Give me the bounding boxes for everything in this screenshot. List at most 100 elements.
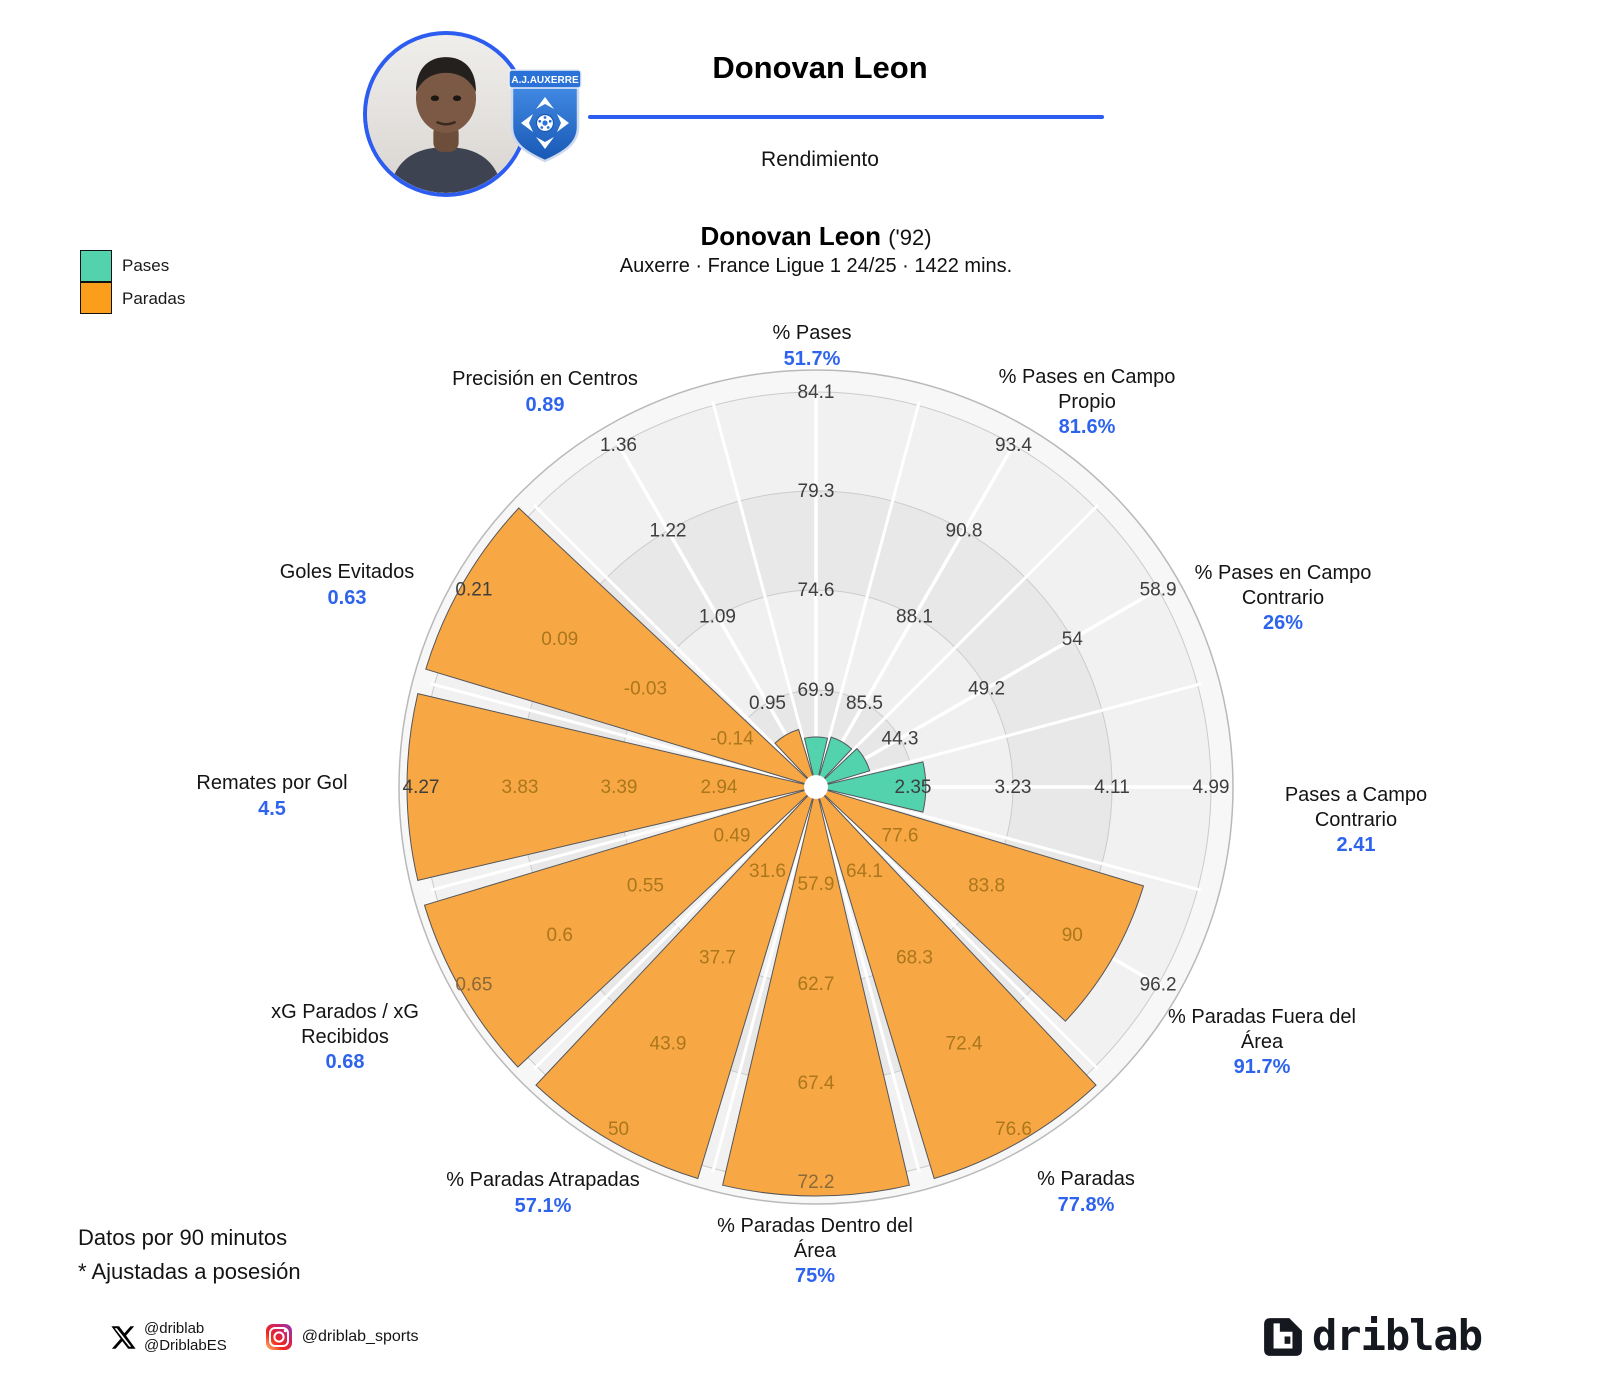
stat-value-1: 81.6% [1058, 415, 1116, 438]
tick-7-2: 43.9 [650, 1033, 687, 1054]
legend-item-0: Pases [80, 249, 185, 282]
stat-name-0: % Pases [772, 322, 852, 344]
wedge-8 [423, 786, 817, 1068]
sector-divider [814, 401, 921, 788]
chart-title: Donovan Leon ('92) [400, 221, 1232, 252]
section-label: Rendimiento [761, 148, 879, 171]
stat-label-11: Precisión en Centros 0.89 [420, 367, 670, 417]
driblab-logo-text: driblab [1312, 1311, 1483, 1360]
stat-label-4: % Paradas Fuera del Área 91.7% [1155, 1005, 1370, 1080]
tick-0-2: 79.3 [798, 481, 835, 502]
legend-label-0: Pases [122, 255, 170, 275]
stat-label-6: % Paradas Dentro del Área 75% [703, 1214, 928, 1289]
tick-2-0: 44.3 [882, 729, 919, 750]
axis-spoke [814, 440, 1018, 788]
tick-6-0: 57.9 [798, 874, 835, 895]
tick-5-0: 64.1 [846, 861, 883, 882]
pizza-chart: 69.9 74.6 79.3 84.1 85.5 88.1 90.8 93.4 44.3 49.2… [398, 369, 1234, 1205]
club-badge: A.J.AUXERRE [506, 66, 584, 166]
stat-name-10: Goles Evitados [279, 561, 415, 583]
wedge-11 [774, 728, 817, 788]
tick-0-0: 69.9 [798, 680, 835, 701]
axis-spoke [815, 585, 1163, 789]
tick-9-3: 4.27 [403, 777, 440, 798]
chart-title-birthyear: ('92) [888, 225, 932, 250]
chart-subtitle: Auxerre · France Ligue 1 24/25 · 1422 mi… [619, 255, 1013, 277]
wedge-9 [406, 692, 817, 882]
tick-1-2: 90.8 [946, 521, 983, 542]
wedge-1 [815, 736, 853, 788]
tick-3-2: 4.11 [1094, 777, 1130, 798]
tick-8-3: 0.65 [455, 975, 492, 996]
tick-6-1: 62.7 [798, 974, 835, 995]
stat-label-8: xG Parados / xG Recibidos 0.68 [248, 1000, 443, 1075]
stat-label-3: Pases a Campo Contrario 2.41 [1274, 783, 1439, 858]
tick-0-1: 74.6 [798, 580, 835, 601]
tick-6-2: 67.4 [798, 1073, 835, 1094]
sector-divider [430, 682, 817, 789]
stat-label-5: % Paradas 77.8% [976, 1167, 1196, 1217]
tick-11-0: 0.95 [749, 693, 786, 714]
sector-divider [815, 682, 1202, 789]
tick-1-0: 85.5 [846, 693, 883, 714]
sector-divider [814, 786, 921, 1173]
tick-2-1: 49.2 [968, 679, 1005, 700]
driblab-logo: driblab [1262, 1311, 1483, 1360]
wedge-4 [815, 786, 1145, 1022]
centre-hub [804, 775, 828, 799]
stat-name-7: % Paradas Atrapadas [446, 1169, 640, 1191]
sector-divider [815, 785, 1202, 892]
tick-2-2: 54 [1062, 629, 1084, 650]
sector-divider [814, 785, 1100, 1071]
tick-4-0: 77.6 [882, 826, 919, 847]
tick-4-1: 83.8 [968, 876, 1005, 897]
tick-9-1: 3.39 [601, 777, 638, 798]
tick-6-3: 72.2 [798, 1172, 835, 1193]
stat-value-10: 0.63 [327, 586, 367, 609]
tick-8-2: 0.6 [546, 925, 572, 946]
legend-label-1: Paradas [122, 288, 186, 308]
tick-9-2: 3.83 [502, 777, 539, 798]
legend-swatch-0 [80, 249, 112, 282]
tick-3-0: 2.35 [895, 777, 932, 798]
stat-value-5: 77.8% [1057, 1193, 1115, 1216]
sector-divider [532, 785, 818, 1071]
legend: Pases Paradas [80, 249, 185, 315]
x-twitter-icon [111, 1325, 136, 1349]
instagram-handle: @driblab_sports [301, 1328, 419, 1345]
stat-label-2: % Pases en Campo Contrario 26% [1186, 561, 1381, 636]
stat-value-3: 2.41 [1336, 833, 1376, 856]
stat-name-5: % Paradas [1037, 1168, 1135, 1190]
tick-4-2: 90 [1062, 925, 1083, 946]
stat-name-1: % Pases en Campo Propio [998, 365, 1176, 413]
tick-10-2: 0.09 [541, 629, 578, 650]
tick-2-3: 58.9 [1140, 580, 1177, 601]
tick-10-0: -0.14 [710, 729, 754, 750]
stat-name-4: % Paradas Fuera del Área [1168, 1005, 1356, 1053]
wedge-7 [535, 786, 817, 1180]
tick-10-3: 0.21 [455, 580, 492, 601]
wedge-3 [815, 761, 927, 813]
stat-label-7: % Paradas Atrapadas 57.1% [403, 1168, 683, 1218]
stat-name-8: xG Parados / xG Recibidos [271, 1000, 419, 1048]
wedge-5 [815, 786, 1097, 1180]
stat-value-0: 51.7% [783, 347, 841, 370]
tick-1-3: 93.4 [995, 435, 1032, 456]
tick-8-1: 0.55 [627, 876, 664, 897]
stat-label-10: Goles Evitados 0.63 [237, 560, 457, 610]
tick-4-3: 96.2 [1140, 975, 1177, 996]
stat-value-9: 4.5 [258, 797, 286, 820]
sector-divider [814, 503, 1100, 789]
tick-7-3: 50 [608, 1119, 629, 1140]
tick-1-1: 88.1 [896, 606, 933, 627]
wedge-2 [815, 747, 871, 788]
wedge-6 [721, 786, 911, 1197]
stat-value-7: 57.1% [514, 1194, 572, 1217]
stat-value-6: 75% [794, 1264, 836, 1287]
footnote-possession: * Ajustadas a posesión [78, 1259, 301, 1284]
stat-name-3: Pases a Campo Contrario [1284, 783, 1428, 831]
wedge-0 [803, 736, 829, 788]
instagram-icon [265, 1324, 292, 1350]
footnote-per90: Datos por 90 minutos [78, 1225, 288, 1250]
tick-5-2: 72.4 [946, 1033, 983, 1054]
